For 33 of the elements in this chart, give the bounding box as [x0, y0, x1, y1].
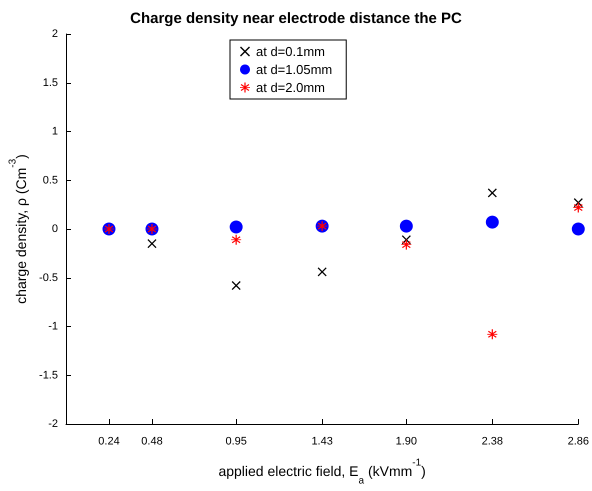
point — [572, 222, 585, 236]
y-tick-label: 0.5 — [42, 174, 58, 186]
y-tick-label: -1 — [48, 320, 58, 332]
point — [488, 188, 497, 198]
x-tick-label: 0.48 — [141, 436, 163, 448]
point — [147, 239, 156, 248]
point — [232, 281, 241, 290]
y-axis-title: charge density, ρ (Cm-3) — [8, 154, 29, 304]
y-tick-label: 2 — [52, 28, 58, 40]
y-tick-label: -0.5 — [39, 272, 58, 284]
legend-label: at d=2.0mm — [256, 80, 326, 95]
point — [400, 220, 413, 233]
y-tick-label: 1 — [52, 126, 58, 138]
x-tick-label: 1.90 — [396, 436, 418, 448]
x-tick-label: 0.95 — [225, 436, 247, 448]
point — [487, 329, 498, 340]
chart-title: Charge density near electrode distance the PC — [130, 10, 462, 27]
point — [486, 216, 499, 229]
y-tick-label: -2 — [48, 418, 58, 430]
x-tick-label: 1.43 — [311, 436, 333, 448]
y-tick-label: -1.5 — [39, 369, 58, 382]
x-tick-label: 2.86 — [568, 436, 590, 448]
point — [318, 267, 327, 276]
y-tick-label: 1.5 — [42, 76, 58, 89]
x-tick-label: 2.38 — [482, 436, 504, 448]
point — [230, 220, 243, 234]
legend-label: at d=0.1mm — [256, 44, 326, 59]
y-tick-label: 0 — [52, 223, 58, 235]
x-tick-label: 0.24 — [98, 436, 120, 448]
point — [573, 202, 584, 213]
legend-label: at d=1.05mm — [256, 62, 332, 77]
point — [231, 234, 242, 245]
point — [401, 240, 412, 250]
